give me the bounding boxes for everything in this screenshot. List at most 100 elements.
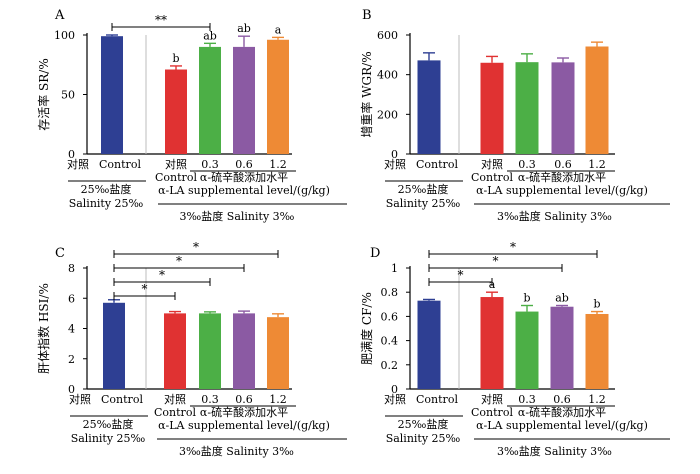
significance-letter: b	[593, 298, 600, 311]
bar-a-2	[199, 46, 221, 154]
bar-b-3	[551, 62, 575, 155]
y-tick-label: 8	[68, 262, 75, 275]
bar-d-2	[515, 311, 539, 389]
x-label-sal3: 3‰盐度 Salinity 3‰	[179, 444, 294, 458]
x-label-treat-control-en: Control	[154, 406, 196, 419]
bar-c-1	[164, 313, 186, 389]
x-label-sal25-cn: 25‰盐度	[81, 182, 132, 196]
significance-mark: *	[159, 268, 165, 282]
significance-mark: **	[155, 13, 167, 27]
bar-c-3	[233, 313, 255, 389]
x-label-treat-control-cn: 对照	[481, 157, 503, 171]
x-label-sal25-en: Salinity 25‰	[71, 432, 146, 445]
bar-b-4	[585, 46, 609, 154]
x-label-dose: 0.3	[201, 393, 219, 406]
significance-mark: *	[458, 268, 464, 282]
x-label-dose: 1.2	[588, 393, 606, 406]
x-label-treat-control-en: Control	[471, 171, 513, 184]
bar-d-1	[480, 297, 504, 389]
y-tick-label: 600	[377, 29, 398, 42]
significance-mark: *	[510, 240, 516, 254]
y-axis-label: 存活率 SR/%	[36, 58, 51, 131]
significance-letter: a	[275, 23, 282, 36]
bar-b-2	[515, 62, 539, 155]
y-tick-label: 0	[391, 383, 398, 396]
bar-c-2	[199, 313, 221, 389]
x-label-control-cn: 对照	[67, 157, 89, 171]
x-label-sal3: 3‰盐度 Salinity 3‰	[497, 209, 612, 223]
x-label-la-en: α-LA supplemental level/(g/kg)	[158, 184, 330, 197]
x-label-dose: 0.6	[554, 158, 572, 171]
significance-letter: b	[172, 52, 179, 65]
x-label-control-en: Control	[99, 158, 141, 171]
significance-letter: ab	[203, 29, 217, 42]
x-label-treat-control-cn: 对照	[481, 392, 503, 406]
x-label-treat-control-en: Control	[155, 171, 197, 184]
y-tick-label: 2	[68, 353, 75, 366]
y-tick-label: 50	[61, 89, 75, 102]
y-axis-label: 肝体指数 HSI/%	[36, 283, 51, 374]
x-label-sal25-en: Salinity 25‰	[69, 197, 144, 210]
x-label-control-en: Control	[416, 393, 458, 406]
x-label-control-en: Control	[416, 158, 458, 171]
panel-letter: A	[54, 8, 65, 23]
y-tick-label: 100	[54, 29, 75, 42]
significance-mark: *	[142, 282, 148, 296]
bar-c-4	[267, 317, 289, 389]
significance-letter: b	[523, 292, 530, 305]
y-tick-label: 1	[391, 262, 398, 275]
x-label-la-cn: α-硫辛酸添加水平	[200, 405, 288, 419]
y-axis-label: 肥满度 CF/%	[359, 292, 374, 365]
x-label-sal3: 3‰盐度 Salinity 3‰	[497, 444, 612, 458]
x-label-sal25-cn: 25‰盐度	[398, 182, 449, 196]
x-label-dose: 0.3	[201, 158, 219, 171]
significance-letter: ab	[555, 292, 569, 305]
bar-b-1	[480, 62, 504, 155]
x-label-sal25-cn: 25‰盐度	[83, 417, 134, 431]
x-label-treat-control-en: Control	[471, 406, 513, 419]
x-label-dose: 1.2	[269, 158, 287, 171]
y-tick-label: 0	[68, 148, 75, 161]
x-label-dose: 0.6	[235, 393, 253, 406]
x-label-dose: 0.3	[518, 158, 536, 171]
bar-a-3	[233, 46, 255, 154]
y-tick-label: 0.2	[381, 359, 399, 372]
bar-b-0	[417, 60, 441, 154]
x-label-la-en: α-LA supplemental level/(g/kg)	[158, 419, 330, 432]
x-label-control-cn: 对照	[384, 157, 406, 171]
y-tick-label: 0	[391, 148, 398, 161]
x-label-sal25-cn: 25‰盐度	[398, 417, 449, 431]
x-label-treat-control-cn: 对照	[164, 392, 186, 406]
y-tick-label: 0.8	[381, 286, 399, 299]
panel-letter: C	[55, 246, 65, 261]
y-tick-label: 4	[68, 323, 75, 336]
x-label-dose: 0.6	[235, 158, 253, 171]
x-label-sal3: 3‰盐度 Salinity 3‰	[180, 209, 295, 223]
x-label-control-cn: 对照	[69, 392, 91, 406]
x-label-sal25-en: Salinity 25‰	[386, 197, 461, 210]
x-label-la-cn: α-硫辛酸添加水平	[200, 170, 288, 184]
significance-mark: *	[176, 254, 182, 268]
significance-mark: *	[193, 240, 199, 254]
x-label-dose: 0.3	[518, 393, 536, 406]
panel-letter: D	[370, 246, 380, 261]
bar-a-0	[101, 36, 123, 154]
bar-d-0	[417, 300, 441, 389]
bar-a-4	[267, 39, 289, 155]
panel-letter: B	[362, 8, 372, 23]
x-label-la-cn: α-硫辛酸添加水平	[518, 170, 606, 184]
x-label-control-en: Control	[101, 393, 143, 406]
x-label-la-en: α-LA supplemental level/(g/kg)	[476, 184, 648, 197]
x-label-la-cn: α-硫辛酸添加水平	[518, 405, 606, 419]
x-label-control-cn: 对照	[384, 392, 406, 406]
y-axis-label: 增重率 WGR/%	[359, 51, 374, 137]
x-label-dose: 0.6	[553, 393, 571, 406]
x-label-dose: 1.2	[269, 393, 287, 406]
x-label-treat-control-cn: 对照	[165, 157, 187, 171]
y-tick-label: 6	[68, 292, 75, 305]
y-tick-label: 0.4	[381, 335, 399, 348]
